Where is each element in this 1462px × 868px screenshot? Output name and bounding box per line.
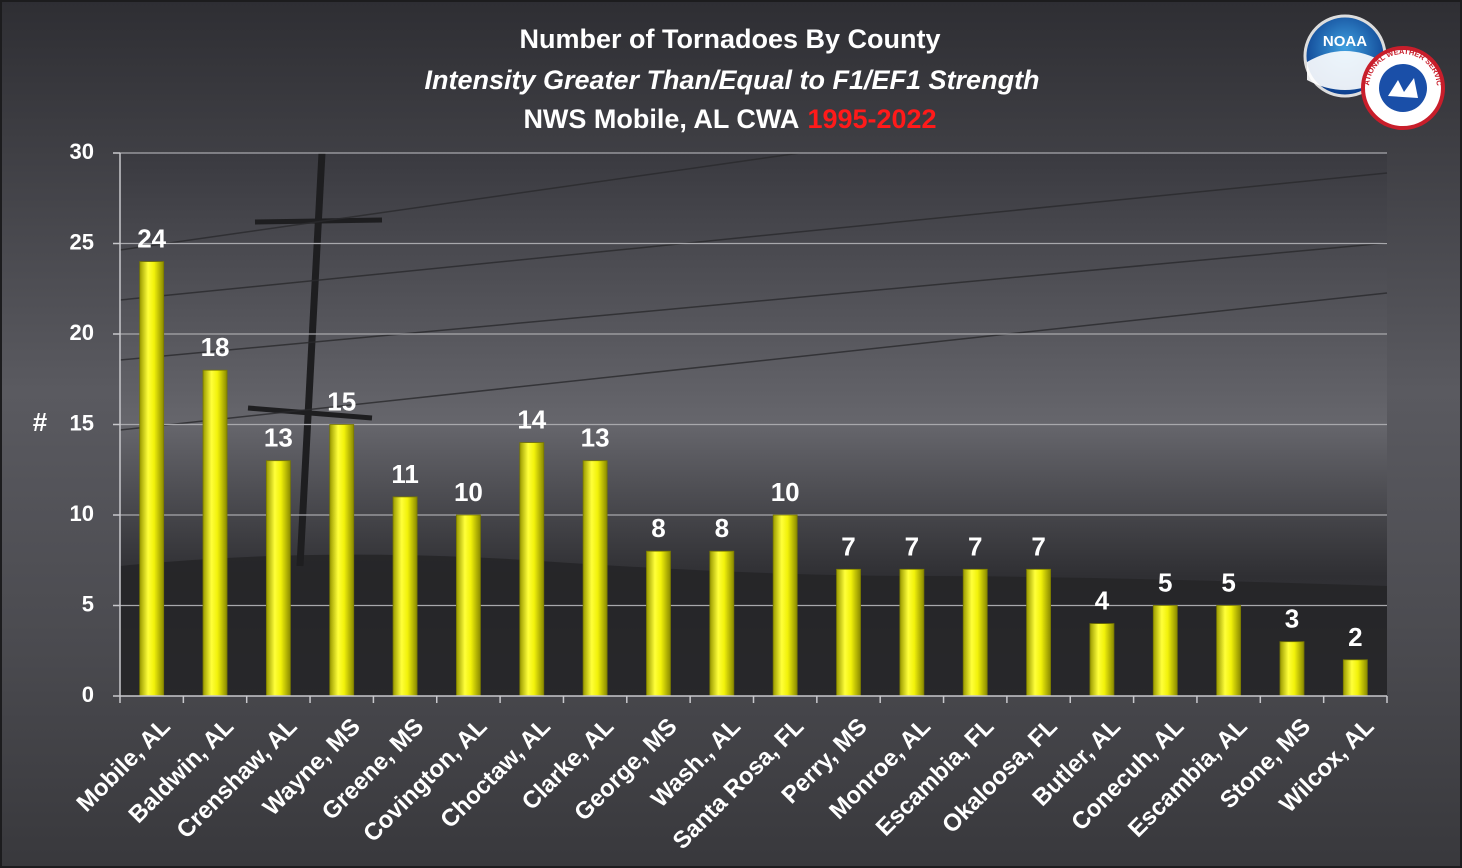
title-years: 1995-2022 bbox=[807, 104, 936, 134]
bar-clarke-al bbox=[582, 460, 608, 697]
bars bbox=[139, 261, 1368, 697]
y-tick-label: 30 bbox=[70, 139, 94, 164]
bar-santa-rosa-fl bbox=[772, 514, 798, 697]
bar-wash-al bbox=[709, 550, 735, 697]
y-tick-label: 20 bbox=[70, 320, 94, 345]
y-tick-label: 15 bbox=[70, 410, 94, 435]
chart-title: Number of Tornadoes By County bbox=[519, 24, 940, 54]
bar-conecuh-al bbox=[1152, 605, 1178, 697]
bar-stone-ms bbox=[1279, 641, 1305, 697]
bar-covington-al bbox=[456, 514, 481, 697]
y-axis-label: # bbox=[33, 407, 48, 437]
data-label: 10 bbox=[771, 477, 800, 507]
data-label: 13 bbox=[264, 423, 293, 453]
data-label: 15 bbox=[327, 387, 356, 417]
bar-mobile-al bbox=[139, 261, 165, 697]
bar-escambia-fl bbox=[962, 568, 988, 697]
data-label: 14 bbox=[517, 405, 546, 435]
data-label: 7 bbox=[1031, 531, 1045, 561]
data-label: 7 bbox=[905, 531, 919, 561]
power-line bbox=[119, 292, 1388, 431]
data-label: 7 bbox=[841, 531, 855, 561]
data-label: 4 bbox=[1095, 586, 1110, 616]
bar-george-ms bbox=[646, 550, 671, 697]
title-cwa: NWS Mobile, AL CWA bbox=[523, 104, 799, 134]
y-tick-label: 10 bbox=[70, 501, 94, 526]
data-label: 13 bbox=[581, 423, 610, 453]
bar-baldwin-al bbox=[202, 369, 228, 697]
power-line bbox=[119, 152, 801, 251]
y-tick-label: 25 bbox=[70, 229, 94, 254]
data-label: 24 bbox=[137, 224, 166, 254]
chart-title-line3: NWS Mobile, AL CWA 1995-2022 bbox=[523, 104, 936, 134]
data-label: 8 bbox=[715, 513, 729, 543]
data-label: 3 bbox=[1285, 604, 1299, 634]
y-tick-label: 5 bbox=[82, 591, 94, 616]
horizon-silhouette bbox=[120, 554, 1387, 696]
data-label: 10 bbox=[454, 477, 483, 507]
data-label: 5 bbox=[1158, 568, 1172, 598]
power-line bbox=[119, 242, 1388, 361]
data-label: 11 bbox=[391, 459, 419, 489]
bar-okaloosa-fl bbox=[1026, 568, 1051, 697]
pole-crossarm-lower bbox=[247, 405, 373, 421]
power-line bbox=[119, 172, 1388, 301]
noaa-logo-text: NOAA bbox=[1323, 33, 1367, 50]
chart-subtitle: Intensity Greater Than/Equal to F1/EF1 S… bbox=[424, 65, 1039, 95]
bar-crenshaw-al bbox=[265, 460, 291, 697]
axes bbox=[113, 152, 1388, 703]
data-labels: 24 18 13 15 11 10 14 13 8 8 10 7 7 7 7 4 5 5 3 2 bbox=[137, 224, 1362, 652]
bar-wayne-ms bbox=[329, 424, 355, 697]
data-label: 18 bbox=[201, 332, 230, 362]
data-label: 5 bbox=[1221, 568, 1235, 598]
bar-greene-ms bbox=[392, 496, 418, 697]
data-label: 2 bbox=[1348, 622, 1362, 652]
data-label: 8 bbox=[651, 513, 665, 543]
bar-choctaw-al bbox=[519, 442, 545, 697]
bar-perry-ms bbox=[836, 568, 861, 697]
bar-monroe-al bbox=[899, 568, 925, 697]
bar-butler-al bbox=[1089, 623, 1115, 697]
data-label: 7 bbox=[968, 531, 982, 561]
y-tick-label: 0 bbox=[82, 682, 94, 707]
bar-escambia-al bbox=[1216, 605, 1242, 697]
bar-wilcox-al bbox=[1342, 659, 1368, 697]
y-tick-labels: 0 5 10 15 20 25 30 bbox=[70, 139, 94, 707]
